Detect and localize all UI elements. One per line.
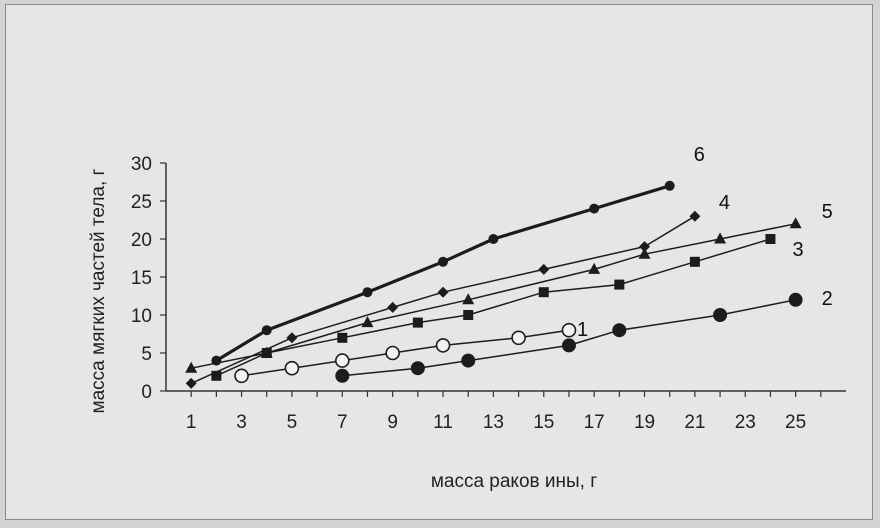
y-tick-label: 5 <box>141 344 152 365</box>
series-1-point <box>561 322 577 338</box>
series-4-point <box>437 286 449 298</box>
series-3-point <box>765 234 776 244</box>
series-6-point <box>211 355 222 366</box>
series-2-point <box>612 323 627 338</box>
y-axis-label: масса мягких частей тела, г <box>88 168 109 413</box>
series-label: 6 <box>694 144 705 166</box>
series-2-point <box>410 361 425 376</box>
series-label: 5 <box>822 201 833 223</box>
x-tick-label: 23 <box>735 412 756 433</box>
series-1-point <box>385 345 400 361</box>
series-lines <box>190 184 796 385</box>
series-3-line <box>216 238 771 377</box>
series-6-point <box>261 325 272 336</box>
series-4-point <box>689 210 701 222</box>
series-3-point <box>614 279 625 290</box>
series-label: 3 <box>792 239 803 261</box>
x-tick-label: 11 <box>433 412 453 433</box>
series-5-point <box>789 217 802 229</box>
series-2-point <box>335 368 350 383</box>
series-1-point <box>435 338 451 353</box>
series-6-point <box>589 203 600 214</box>
series-4-point <box>639 241 651 253</box>
series-4-point <box>185 377 197 389</box>
x-tick-label: 15 <box>533 412 554 433</box>
series-2-point <box>461 353 476 368</box>
y-tick-label: 10 <box>131 306 152 327</box>
series-1-point <box>334 353 350 368</box>
series-2-line <box>342 299 796 377</box>
series-4-line <box>190 215 696 385</box>
y-tick-label: 15 <box>131 268 152 289</box>
series-2-point <box>788 292 803 307</box>
y-tick-label: 25 <box>131 192 152 213</box>
series-5-line <box>191 223 796 369</box>
series-5-point <box>714 232 727 244</box>
series-label: 1 <box>577 319 588 341</box>
x-tick-label: 1 <box>186 412 197 433</box>
series-4-point <box>387 301 399 313</box>
x-tick-label: 21 <box>684 412 705 433</box>
series-1-point <box>234 368 249 384</box>
series-5-point <box>185 361 198 373</box>
series-6-point <box>438 256 449 267</box>
series-6-line <box>215 184 671 362</box>
series-5-point <box>260 346 273 358</box>
series-3-point <box>463 310 474 320</box>
series-labels: 1 2 3 4 5 6 <box>577 144 833 341</box>
series-label: 4 <box>719 192 730 214</box>
x-tick-label: 19 <box>634 412 655 433</box>
x-tick-label: 9 <box>387 412 398 433</box>
y-tick-label: 30 <box>131 154 152 175</box>
x-tick-label: 3 <box>236 412 247 433</box>
series-6-point <box>488 234 499 244</box>
x-tick-label: 25 <box>785 412 806 433</box>
y-tick-label: 0 <box>141 382 152 403</box>
series-label: 2 <box>822 288 833 310</box>
x-axis-label: масса раков ины, г <box>431 471 597 492</box>
series-5-point <box>638 247 651 259</box>
series-3-point <box>337 332 348 343</box>
series-4-point <box>286 332 298 344</box>
series-5-point <box>462 293 475 305</box>
x-tick-label: 7 <box>337 412 348 433</box>
series-3-point <box>211 370 222 381</box>
series-6-point <box>664 180 675 191</box>
series-markers <box>185 180 803 389</box>
y-tick-label: 20 <box>131 230 152 251</box>
y-ticks: 0 5 10 15 20 25 30 <box>131 154 166 403</box>
x-tick-label: 13 <box>483 412 504 433</box>
series-4-point <box>538 263 550 275</box>
series-3-point <box>412 317 423 328</box>
series-3-point <box>689 256 700 267</box>
series-2-point <box>561 338 576 353</box>
series-5-point <box>588 262 601 274</box>
series-2-point <box>713 308 728 322</box>
series-1-point <box>284 360 300 376</box>
x-tick-label: 17 <box>584 412 605 433</box>
x-tick-label: 5 <box>287 412 298 433</box>
series-6-point <box>362 287 373 298</box>
x-ticks: 1 3 5 7 9 11 13 15 17 19 21 23 25 <box>186 391 822 433</box>
series-3-point <box>538 287 549 298</box>
series-1-point <box>511 330 526 346</box>
series-5-point <box>361 316 374 328</box>
